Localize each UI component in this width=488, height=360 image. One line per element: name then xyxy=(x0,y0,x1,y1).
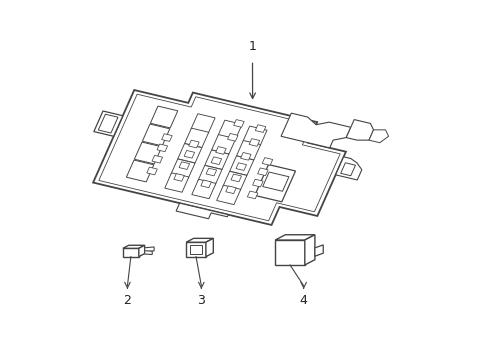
Polygon shape xyxy=(262,158,272,165)
Polygon shape xyxy=(122,245,144,248)
Polygon shape xyxy=(171,159,195,178)
Text: 2: 2 xyxy=(123,294,131,307)
Polygon shape xyxy=(162,134,172,141)
Polygon shape xyxy=(340,163,355,176)
Polygon shape xyxy=(150,106,178,128)
Polygon shape xyxy=(240,153,250,160)
Polygon shape xyxy=(211,157,221,165)
Polygon shape xyxy=(139,245,144,257)
Polygon shape xyxy=(179,162,189,170)
Polygon shape xyxy=(142,124,169,146)
Polygon shape xyxy=(184,150,194,158)
Polygon shape xyxy=(98,114,118,133)
Polygon shape xyxy=(236,163,246,171)
Text: 4: 4 xyxy=(299,294,307,307)
Polygon shape xyxy=(255,125,265,132)
Polygon shape xyxy=(236,140,260,160)
Polygon shape xyxy=(247,191,257,199)
Polygon shape xyxy=(229,156,253,175)
Polygon shape xyxy=(189,245,202,254)
Polygon shape xyxy=(227,134,238,141)
Polygon shape xyxy=(248,139,259,146)
Polygon shape xyxy=(188,140,199,148)
Polygon shape xyxy=(335,157,361,180)
Polygon shape xyxy=(134,142,162,164)
Polygon shape xyxy=(205,238,213,257)
Polygon shape xyxy=(94,111,122,136)
Polygon shape xyxy=(157,144,167,152)
Polygon shape xyxy=(176,203,228,219)
Polygon shape xyxy=(254,165,295,202)
Polygon shape xyxy=(144,247,154,252)
Polygon shape xyxy=(257,168,267,176)
Polygon shape xyxy=(152,155,162,163)
Polygon shape xyxy=(368,130,388,143)
Polygon shape xyxy=(218,120,242,140)
Polygon shape xyxy=(146,167,157,175)
Polygon shape xyxy=(164,173,188,192)
Polygon shape xyxy=(201,180,211,188)
Polygon shape xyxy=(216,185,240,204)
Polygon shape xyxy=(275,235,314,240)
Polygon shape xyxy=(93,90,345,225)
Polygon shape xyxy=(144,251,152,255)
Polygon shape xyxy=(204,150,228,170)
Polygon shape xyxy=(346,120,373,140)
Polygon shape xyxy=(304,235,314,265)
Polygon shape xyxy=(186,238,213,242)
Polygon shape xyxy=(206,168,216,176)
Polygon shape xyxy=(233,120,244,127)
Polygon shape xyxy=(281,113,350,148)
Polygon shape xyxy=(314,245,323,256)
Polygon shape xyxy=(191,179,215,199)
Polygon shape xyxy=(230,174,241,182)
Polygon shape xyxy=(126,160,154,182)
Polygon shape xyxy=(178,144,202,163)
Polygon shape xyxy=(173,174,184,181)
Text: 3: 3 xyxy=(197,294,205,307)
Polygon shape xyxy=(262,172,288,191)
Polygon shape xyxy=(223,171,246,191)
Polygon shape xyxy=(225,186,236,194)
Polygon shape xyxy=(184,128,208,148)
Polygon shape xyxy=(215,147,226,154)
Polygon shape xyxy=(211,135,235,154)
Text: 1: 1 xyxy=(248,40,256,53)
Polygon shape xyxy=(252,179,263,187)
Polygon shape xyxy=(275,240,304,265)
Polygon shape xyxy=(243,126,266,145)
Polygon shape xyxy=(186,242,205,257)
Polygon shape xyxy=(198,165,222,185)
Polygon shape xyxy=(122,248,139,257)
Polygon shape xyxy=(191,114,215,133)
